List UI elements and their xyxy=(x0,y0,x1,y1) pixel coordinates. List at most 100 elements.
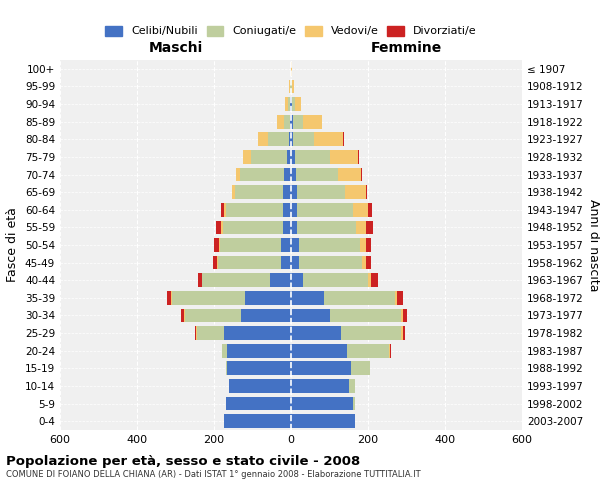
Bar xyxy=(283,186,291,199)
Bar xyxy=(314,132,343,146)
Y-axis label: Fasce di età: Fasce di età xyxy=(7,208,19,282)
Bar xyxy=(291,168,296,181)
Bar xyxy=(341,326,401,340)
Bar xyxy=(361,168,362,181)
Bar xyxy=(291,203,297,216)
Bar xyxy=(181,308,184,322)
Bar xyxy=(343,132,344,146)
Bar xyxy=(284,115,290,128)
Bar xyxy=(368,203,372,216)
Bar xyxy=(217,220,221,234)
Bar xyxy=(270,274,291,287)
Bar xyxy=(329,308,401,322)
Bar xyxy=(226,362,227,375)
Bar xyxy=(235,186,283,199)
Bar xyxy=(291,150,295,164)
Bar xyxy=(285,97,289,111)
Bar xyxy=(226,396,291,410)
Bar xyxy=(289,132,291,146)
Bar xyxy=(283,203,291,216)
Text: Popolazione per età, sesso e stato civile - 2008: Popolazione per età, sesso e stato civil… xyxy=(6,455,360,468)
Text: Femmine: Femmine xyxy=(371,40,442,54)
Bar xyxy=(371,274,378,287)
Bar xyxy=(281,256,291,270)
Bar xyxy=(295,97,301,111)
Bar xyxy=(401,326,403,340)
Bar xyxy=(291,396,353,410)
Bar xyxy=(297,203,353,216)
Legend: Celibi/Nubili, Coniugati/e, Vedovi/e, Divorziati/e: Celibi/Nubili, Coniugati/e, Vedovi/e, Di… xyxy=(101,21,481,41)
Bar xyxy=(245,291,291,304)
Bar xyxy=(403,326,404,340)
Bar xyxy=(227,362,291,375)
Bar xyxy=(289,80,290,94)
Bar xyxy=(241,308,291,322)
Bar xyxy=(299,238,360,252)
Bar xyxy=(290,80,291,94)
Bar xyxy=(227,344,291,358)
Bar xyxy=(218,256,281,270)
Bar xyxy=(224,414,291,428)
Bar xyxy=(290,115,291,128)
Bar xyxy=(345,186,366,199)
Bar xyxy=(229,379,291,393)
Bar xyxy=(338,168,361,181)
Bar xyxy=(362,256,366,270)
Bar xyxy=(197,326,224,340)
Bar xyxy=(221,203,224,216)
Text: Maschi: Maschi xyxy=(148,40,203,54)
Bar xyxy=(226,203,283,216)
Bar xyxy=(232,186,235,199)
Bar xyxy=(291,362,350,375)
Bar xyxy=(185,308,241,322)
Bar xyxy=(167,291,171,304)
Bar xyxy=(349,379,355,393)
Bar xyxy=(295,150,329,164)
Bar xyxy=(302,115,322,128)
Bar xyxy=(366,256,371,270)
Bar xyxy=(220,238,281,252)
Bar xyxy=(302,274,368,287)
Bar xyxy=(172,291,245,304)
Bar xyxy=(258,132,268,146)
Bar xyxy=(221,220,223,234)
Bar xyxy=(291,414,355,428)
Bar xyxy=(202,274,270,287)
Bar xyxy=(198,274,202,287)
Bar xyxy=(329,150,358,164)
Bar xyxy=(397,291,403,304)
Bar xyxy=(268,132,289,146)
Bar xyxy=(291,62,292,76)
Bar xyxy=(289,97,290,111)
Bar xyxy=(195,326,196,340)
Y-axis label: Anni di nascita: Anni di nascita xyxy=(587,198,600,291)
Bar xyxy=(291,80,292,94)
Bar xyxy=(224,203,226,216)
Bar xyxy=(395,291,397,304)
Bar xyxy=(347,344,389,358)
Bar xyxy=(291,291,324,304)
Bar xyxy=(401,308,403,322)
Bar xyxy=(291,186,297,199)
Bar xyxy=(291,379,349,393)
Bar xyxy=(353,396,355,410)
Bar xyxy=(299,256,362,270)
Bar xyxy=(353,203,368,216)
Bar xyxy=(291,256,299,270)
Bar xyxy=(277,115,284,128)
Bar xyxy=(366,186,367,199)
Bar xyxy=(222,344,227,358)
Bar xyxy=(281,238,291,252)
Bar xyxy=(223,220,283,234)
Bar xyxy=(293,115,302,128)
Bar xyxy=(251,150,287,164)
Bar xyxy=(171,291,172,304)
Bar xyxy=(350,362,370,375)
Bar xyxy=(287,150,291,164)
Bar xyxy=(293,132,314,146)
Bar xyxy=(283,220,291,234)
Bar xyxy=(291,238,299,252)
Bar xyxy=(291,97,292,111)
Bar xyxy=(290,97,291,111)
Bar xyxy=(291,115,293,128)
